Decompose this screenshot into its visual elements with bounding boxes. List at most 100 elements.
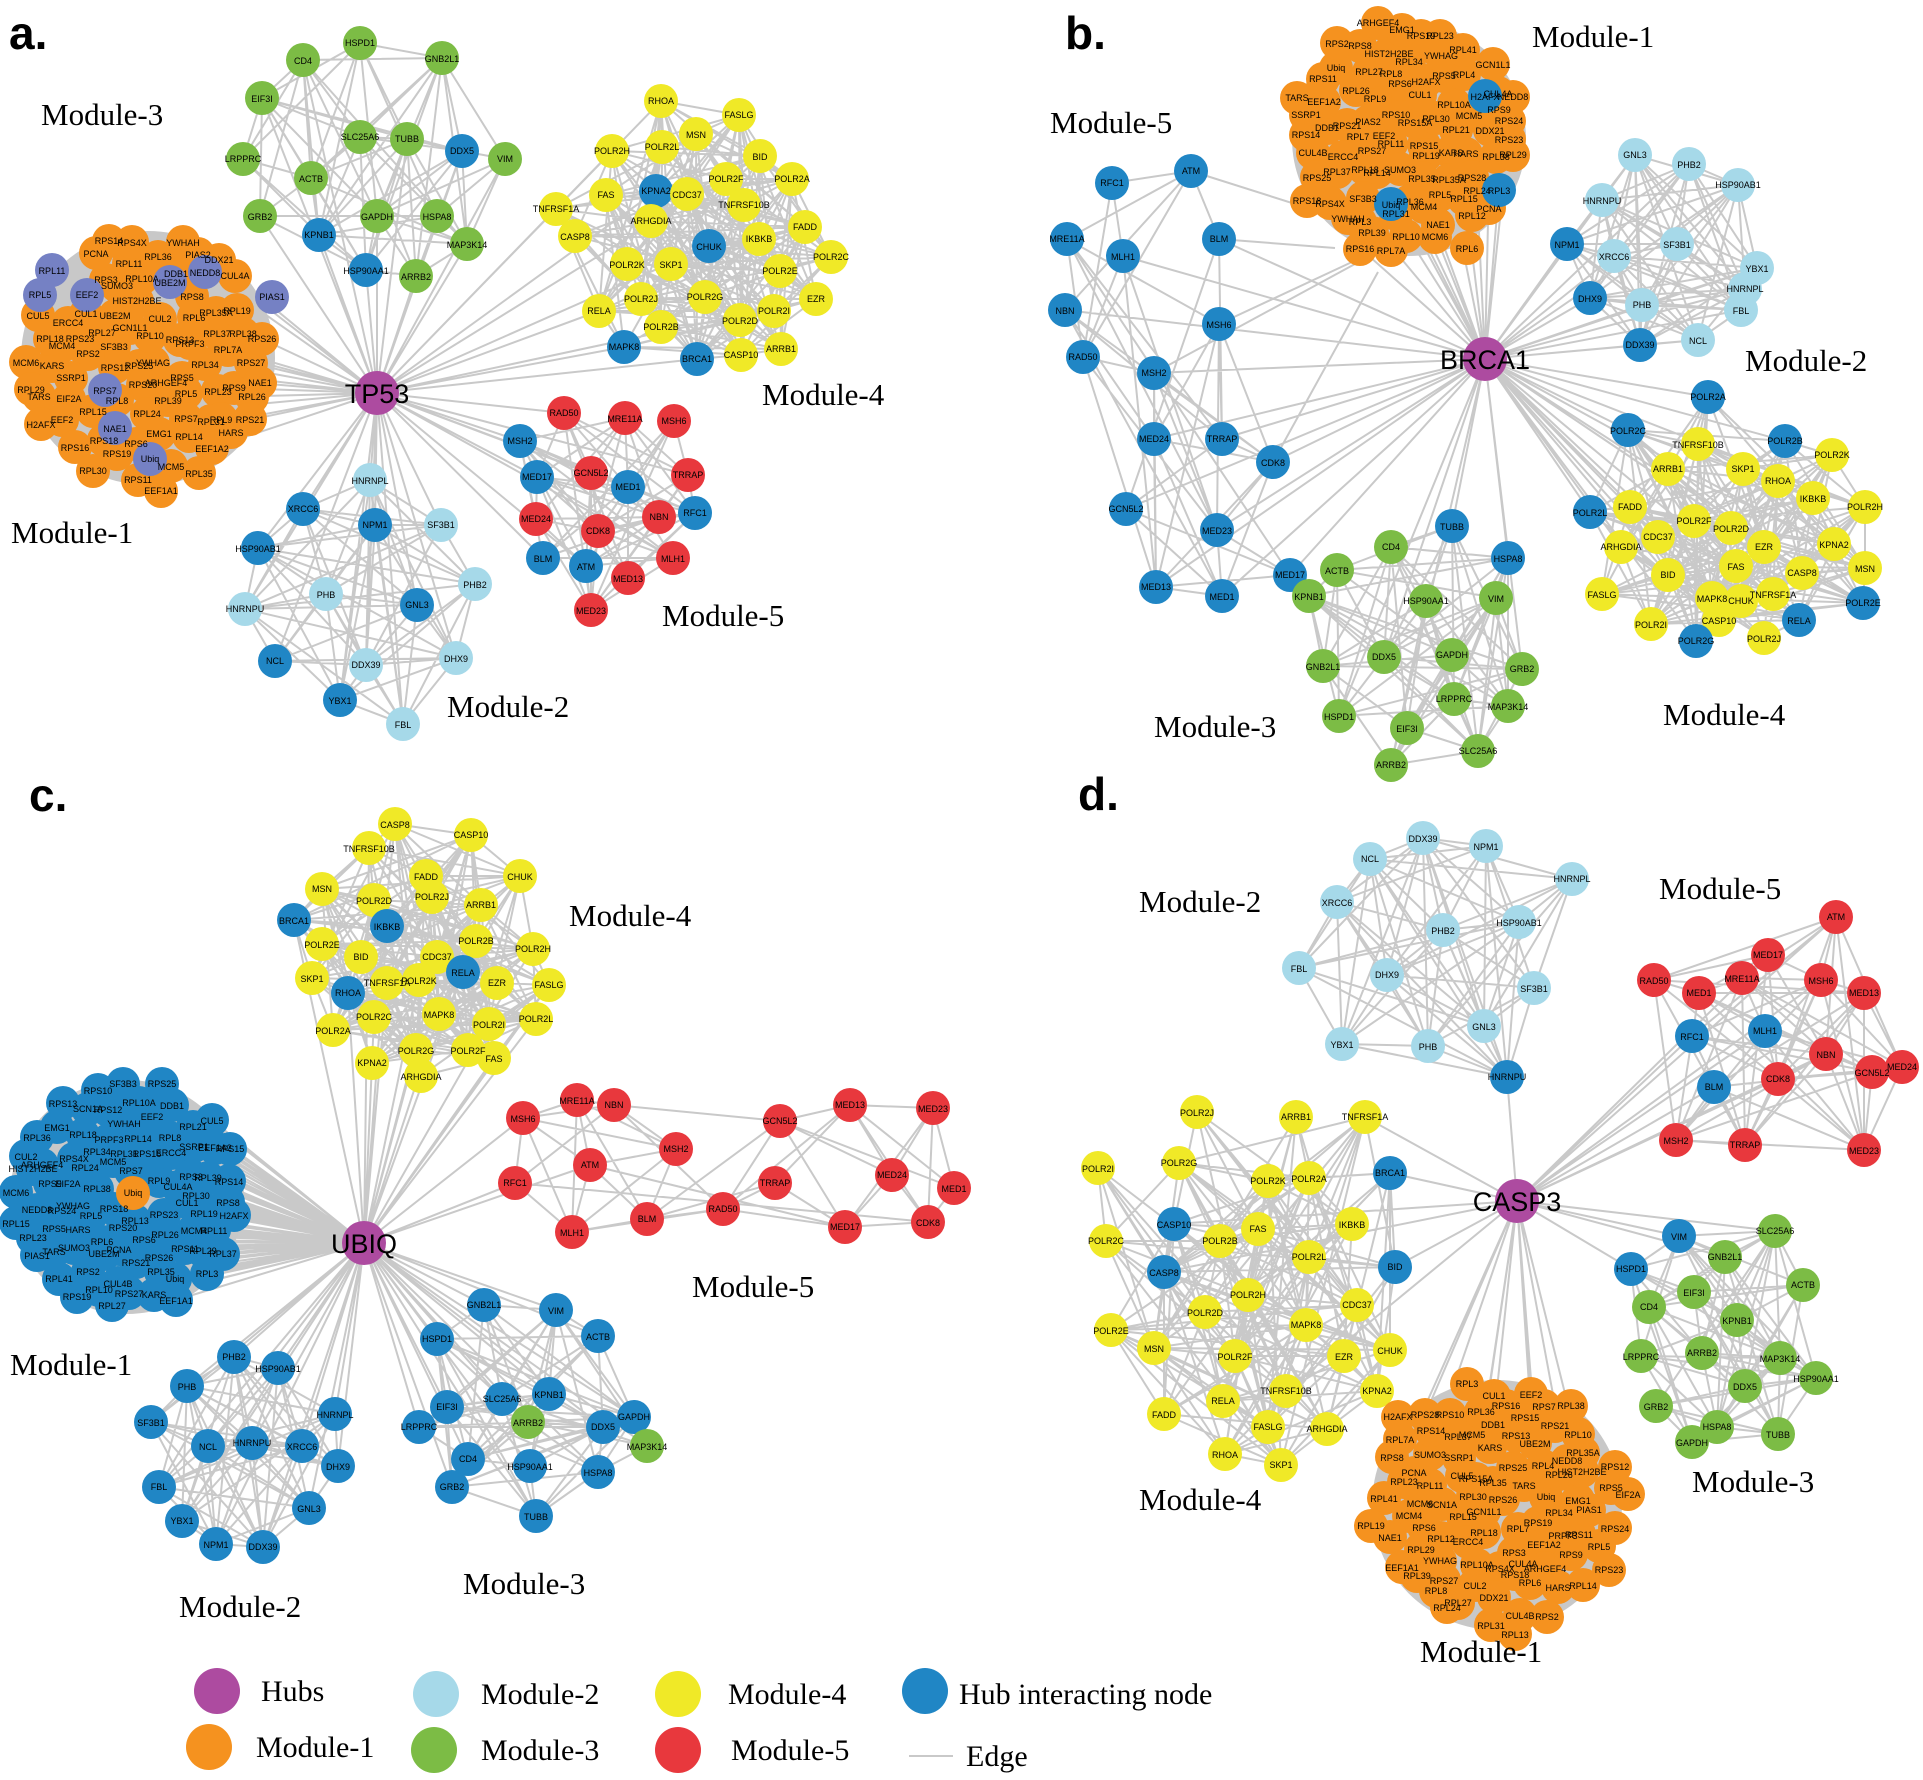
svg-text:RPL39: RPL39: [1358, 228, 1386, 238]
svg-text:DDB1: DDB1: [164, 269, 188, 279]
svg-text:MED24: MED24: [521, 514, 551, 524]
svg-text:RPL35A: RPL35A: [1566, 1448, 1600, 1458]
svg-text:CASP10: CASP10: [454, 830, 489, 840]
svg-text:DHX9: DHX9: [1375, 970, 1399, 980]
svg-text:Module-5: Module-5: [731, 1734, 849, 1767]
svg-text:NAE1: NAE1: [1426, 220, 1450, 230]
svg-text:IKBKB: IKBKB: [1339, 1220, 1366, 1230]
svg-text:SLC25A6: SLC25A6: [1459, 746, 1498, 756]
svg-text:POLR2D: POLR2D: [1187, 1308, 1224, 1318]
svg-text:CHUK: CHUK: [507, 872, 533, 882]
svg-text:MED17: MED17: [830, 1222, 860, 1232]
svg-text:PIAS2: PIAS2: [1355, 117, 1381, 127]
svg-text:MED13: MED13: [1849, 988, 1879, 998]
svg-text:RPS19: RPS19: [63, 1292, 92, 1302]
svg-text:ACTB: ACTB: [1325, 566, 1349, 576]
svg-text:RFC1: RFC1: [683, 508, 707, 518]
svg-text:HSP90AB1: HSP90AB1: [1715, 180, 1761, 190]
svg-text:RPL31: RPL31: [110, 1149, 138, 1159]
svg-text:SF3B1: SF3B1: [1520, 984, 1548, 994]
svg-text:IKBKB: IKBKB: [746, 234, 773, 244]
svg-text:CUL5: CUL5: [200, 1116, 223, 1126]
svg-text:RPL10A: RPL10A: [1437, 100, 1471, 110]
svg-text:RPS2: RPS2: [1535, 1612, 1559, 1622]
svg-text:RPL35: RPL35: [185, 469, 213, 479]
svg-text:RPS26: RPS26: [248, 334, 277, 344]
svg-text:MED13: MED13: [613, 574, 643, 584]
svg-text:RPL38: RPL38: [1557, 1401, 1585, 1411]
svg-text:RPS21: RPS21: [1541, 1421, 1570, 1431]
svg-text:RPL11: RPL11: [116, 259, 143, 269]
svg-text:Module-4: Module-4: [728, 1678, 846, 1711]
svg-text:RPL27: RPL27: [88, 328, 116, 338]
svg-text:SF3B1: SF3B1: [137, 1418, 165, 1428]
svg-text:HARS: HARS: [65, 1225, 90, 1235]
svg-text:TRRAP: TRRAP: [1207, 434, 1238, 444]
svg-text:KARS: KARS: [142, 1290, 167, 1300]
svg-text:RELA: RELA: [451, 968, 475, 978]
svg-text:NPM1: NPM1: [362, 520, 387, 530]
svg-text:CUL1: CUL1: [1408, 90, 1431, 100]
svg-text:RPS7: RPS7: [174, 414, 198, 424]
svg-text:MCM6: MCM6: [3, 1188, 30, 1198]
svg-text:Module-3: Module-3: [463, 1566, 585, 1601]
svg-text:Ubiq: Ubiq: [141, 454, 160, 464]
svg-text:Ubiq: Ubiq: [1537, 1492, 1556, 1502]
svg-text:VIM: VIM: [497, 154, 513, 164]
svg-text:GNL3: GNL3: [1472, 1022, 1496, 1032]
svg-text:RPS24: RPS24: [48, 1206, 77, 1216]
svg-text:RPL35A: RPL35A: [1432, 175, 1466, 185]
svg-text:POLR2D: POLR2D: [1713, 524, 1750, 534]
svg-text:RPS2: RPS2: [1325, 39, 1349, 49]
svg-text:CHUK: CHUK: [1728, 596, 1754, 606]
svg-text:RPL18: RPL18: [1351, 165, 1379, 175]
svg-text:HIST2H2BE: HIST2H2BE: [1557, 1467, 1606, 1477]
svg-text:MCM4: MCM4: [1396, 1511, 1423, 1521]
svg-text:BLM: BLM: [534, 554, 553, 564]
svg-text:ARRB2: ARRB2: [513, 1418, 543, 1428]
svg-text:RPS21: RPS21: [1333, 121, 1362, 131]
svg-text:MCM5: MCM5: [1456, 111, 1483, 121]
svg-text:XRCC6: XRCC6: [288, 504, 319, 514]
svg-text:Module-2: Module-2: [481, 1678, 599, 1711]
svg-text:RPL3: RPL3: [196, 1269, 219, 1279]
svg-text:POLR2A: POLR2A: [774, 174, 810, 184]
svg-text:RPS8: RPS8: [216, 1198, 240, 1208]
svg-text:FADD: FADD: [793, 222, 818, 232]
svg-text:SF3B3: SF3B3: [109, 1079, 137, 1089]
svg-text:POLR2B: POLR2B: [643, 322, 679, 332]
svg-text:POLR2E: POLR2E: [1093, 1326, 1129, 1336]
svg-text:RPS8: RPS8: [1348, 41, 1372, 51]
svg-text:EIF3I: EIF3I: [251, 94, 273, 104]
svg-text:EMG1: EMG1: [44, 1123, 70, 1133]
svg-text:RPL21: RPL21: [179, 1122, 207, 1132]
svg-text:RPL23: RPL23: [1390, 1477, 1418, 1487]
svg-text:RPL34: RPL34: [83, 1147, 111, 1157]
svg-text:CUL2: CUL2: [1463, 1581, 1486, 1591]
svg-text:POLR2D: POLR2D: [722, 316, 759, 326]
svg-text:TRRAP: TRRAP: [760, 1178, 791, 1188]
svg-text:FASLG: FASLG: [1253, 1422, 1282, 1432]
svg-text:PHB: PHB: [178, 1382, 197, 1392]
svg-text:RPS9: RPS9: [1487, 105, 1511, 115]
svg-text:RPL29: RPL29: [189, 1246, 217, 1256]
svg-text:RPS23: RPS23: [150, 1210, 179, 1220]
svg-text:XRCC6: XRCC6: [1322, 898, 1353, 908]
svg-text:EIF3I: EIF3I: [1396, 724, 1418, 734]
svg-text:RPL3: RPL3: [1456, 1379, 1479, 1389]
svg-text:ACTB: ACTB: [1791, 1280, 1815, 1290]
svg-text:CASP10: CASP10: [1157, 1220, 1192, 1230]
svg-text:RPL30: RPL30: [1459, 1492, 1487, 1502]
svg-text:d.: d.: [1078, 768, 1119, 820]
svg-text:CUL4B: CUL4B: [103, 1279, 132, 1289]
svg-text:RPS4X: RPS4X: [117, 238, 147, 248]
svg-text:RAD50: RAD50: [549, 408, 578, 418]
svg-text:UBE2M: UBE2M: [1519, 1439, 1550, 1449]
svg-text:ERCC4: ERCC4: [53, 318, 84, 328]
svg-text:RELA: RELA: [1211, 1396, 1235, 1406]
svg-text:POLR2A: POLR2A: [315, 1026, 351, 1036]
svg-text:MED17: MED17: [1753, 950, 1783, 960]
svg-text:YWHAG: YWHAG: [1424, 51, 1458, 61]
svg-text:TNFRSF10B: TNFRSF10B: [1260, 1386, 1312, 1396]
svg-text:RPL41: RPL41: [1370, 1494, 1398, 1504]
